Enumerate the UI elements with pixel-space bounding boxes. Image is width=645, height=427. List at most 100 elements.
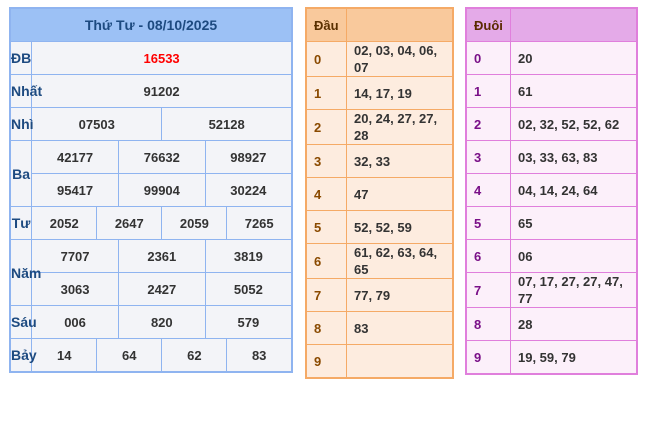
dau-row: 6 61, 62, 63, 64, 65 [305,243,454,279]
dau-table: Đầu 0 02, 03, 04, 06, 07 1 14, 17, 19 2 20, 2… [305,7,454,379]
prize-value: 2647 [96,206,163,240]
dau-key: 3 [305,144,347,178]
duoi-values: 02, 32, 52, 52, 62 [510,107,638,141]
dau-key: 7 [305,278,347,312]
duoi-header: Đuôi [465,7,511,42]
dau-row: 3 32, 33 [305,144,454,178]
prize-value: 2059 [161,206,228,240]
prize-label: Nhì [9,107,34,141]
prize-label: Tư [9,206,33,240]
prize-value: 98927 [204,140,293,174]
prize-value: 5052 [204,272,293,306]
prize-value: 14 [31,338,98,373]
duoi-values: 65 [510,206,638,240]
prize-row-db: ĐB 16533 [9,41,293,75]
prize-value: 7707 [31,239,119,273]
dau-values: 32, 33 [346,144,454,178]
dau-row: 4 47 [305,177,454,211]
duoi-row: 5 65 [465,206,638,240]
dau-key: 4 [305,177,347,211]
prize-row-ba: Ba 42177 76632 98927 [9,140,293,207]
dau-values: 47 [346,177,454,211]
dau-values: 83 [346,311,454,345]
prize-label: Bảy [9,338,37,373]
duoi-values: 61 [510,74,638,108]
prize-value: 2361 [117,239,206,273]
dau-key: 2 [305,109,347,145]
prize-value: 42177 [31,140,119,174]
duoi-key: 2 [465,107,511,141]
prize-value: 52128 [161,107,293,141]
dau-row: 8 83 [305,311,454,345]
prize-value: 7265 [226,206,293,240]
dau-key: 0 [305,41,347,77]
prize-row-tu: Tư 2052 2647 2059 7265 [9,206,293,240]
results-title: Thứ Tư - 08/10/2025 [9,7,293,42]
duoi-row: 6 06 [465,239,638,273]
duoi-row: 1 61 [465,74,638,108]
prize-value: 579 [204,305,293,339]
prize-value: 95417 [31,173,119,207]
prize-label: Năm [9,239,41,306]
duoi-row: 2 02, 32, 52, 52, 62 [465,107,638,141]
duoi-key: 9 [465,340,511,375]
prize-value: 64 [96,338,163,373]
prize-value: 16533 [31,41,293,75]
prize-row-nhi: Nhì 07503 52128 [9,107,293,141]
dau-values [346,344,454,379]
duoi-key: 4 [465,173,511,207]
duoi-row: 3 03, 33, 63, 83 [465,140,638,174]
duoi-values: 04, 14, 24, 64 [510,173,638,207]
prize-value: 62 [161,338,228,373]
prize-value: 820 [117,305,206,339]
duoi-row: 4 04, 14, 24, 64 [465,173,638,207]
prize-value: 91202 [31,74,293,108]
dau-values: 61, 62, 63, 64, 65 [346,243,454,279]
duoi-values: 07, 17, 27, 27, 47, 77 [510,272,638,308]
prize-label: Sáu [9,305,37,339]
duoi-row: 8 28 [465,307,638,341]
duoi-key: 5 [465,206,511,240]
duoi-row: 9 19, 59, 79 [465,340,638,375]
dau-values: 02, 03, 04, 06, 07 [346,41,454,77]
prize-value: 99904 [117,173,206,207]
dau-row: 9 [305,344,454,379]
dau-values: 14, 17, 19 [346,76,454,110]
dau-values: 20, 24, 27, 27, 28 [346,109,454,145]
dau-values: 52, 52, 59 [346,210,454,244]
duoi-values: 28 [510,307,638,341]
prize-value: 3819 [204,239,293,273]
duoi-key: 0 [465,41,511,75]
prize-label: Nhất [9,74,42,108]
duoi-row: 7 07, 17, 27, 27, 47, 77 [465,272,638,308]
duoi-key: 3 [465,140,511,174]
prize-value: 2052 [31,206,98,240]
prize-value: 006 [31,305,119,339]
duoi-values: 20 [510,41,638,75]
prize-value: 83 [226,338,293,373]
prize-value: 30224 [204,173,293,207]
duoi-key: 6 [465,239,511,273]
prize-value: 2427 [117,272,206,306]
duoi-values: 03, 33, 63, 83 [510,140,638,174]
prize-row-bay: Bảy 14 64 62 83 [9,338,293,373]
duoi-values: 19, 59, 79 [510,340,638,375]
duoi-key: 1 [465,74,511,108]
dau-key: 1 [305,76,347,110]
dau-header: Đầu [305,7,347,42]
results-table: Thứ Tư - 08/10/2025 ĐB 16533 Nhất 91202 Nh… [9,7,293,373]
dau-row: 5 52, 52, 59 [305,210,454,244]
prize-label: ĐB [9,41,33,75]
prize-row-nhat: Nhất 91202 [9,74,293,108]
prize-value: 3063 [31,272,119,306]
duoi-row: 0 20 [465,41,638,75]
dau-values: 77, 79 [346,278,454,312]
duoi-table: Đuôi 0 20 1 61 2 02, 32, 52, 52, 62 3 03, 33, 6… [465,7,638,375]
dau-key: 6 [305,243,347,279]
dau-row: 0 02, 03, 04, 06, 07 [305,41,454,77]
dau-key: 8 [305,311,347,345]
duoi-key: 8 [465,307,511,341]
prize-value: 76632 [117,140,206,174]
dau-key: 5 [305,210,347,244]
prize-value: 07503 [31,107,163,141]
